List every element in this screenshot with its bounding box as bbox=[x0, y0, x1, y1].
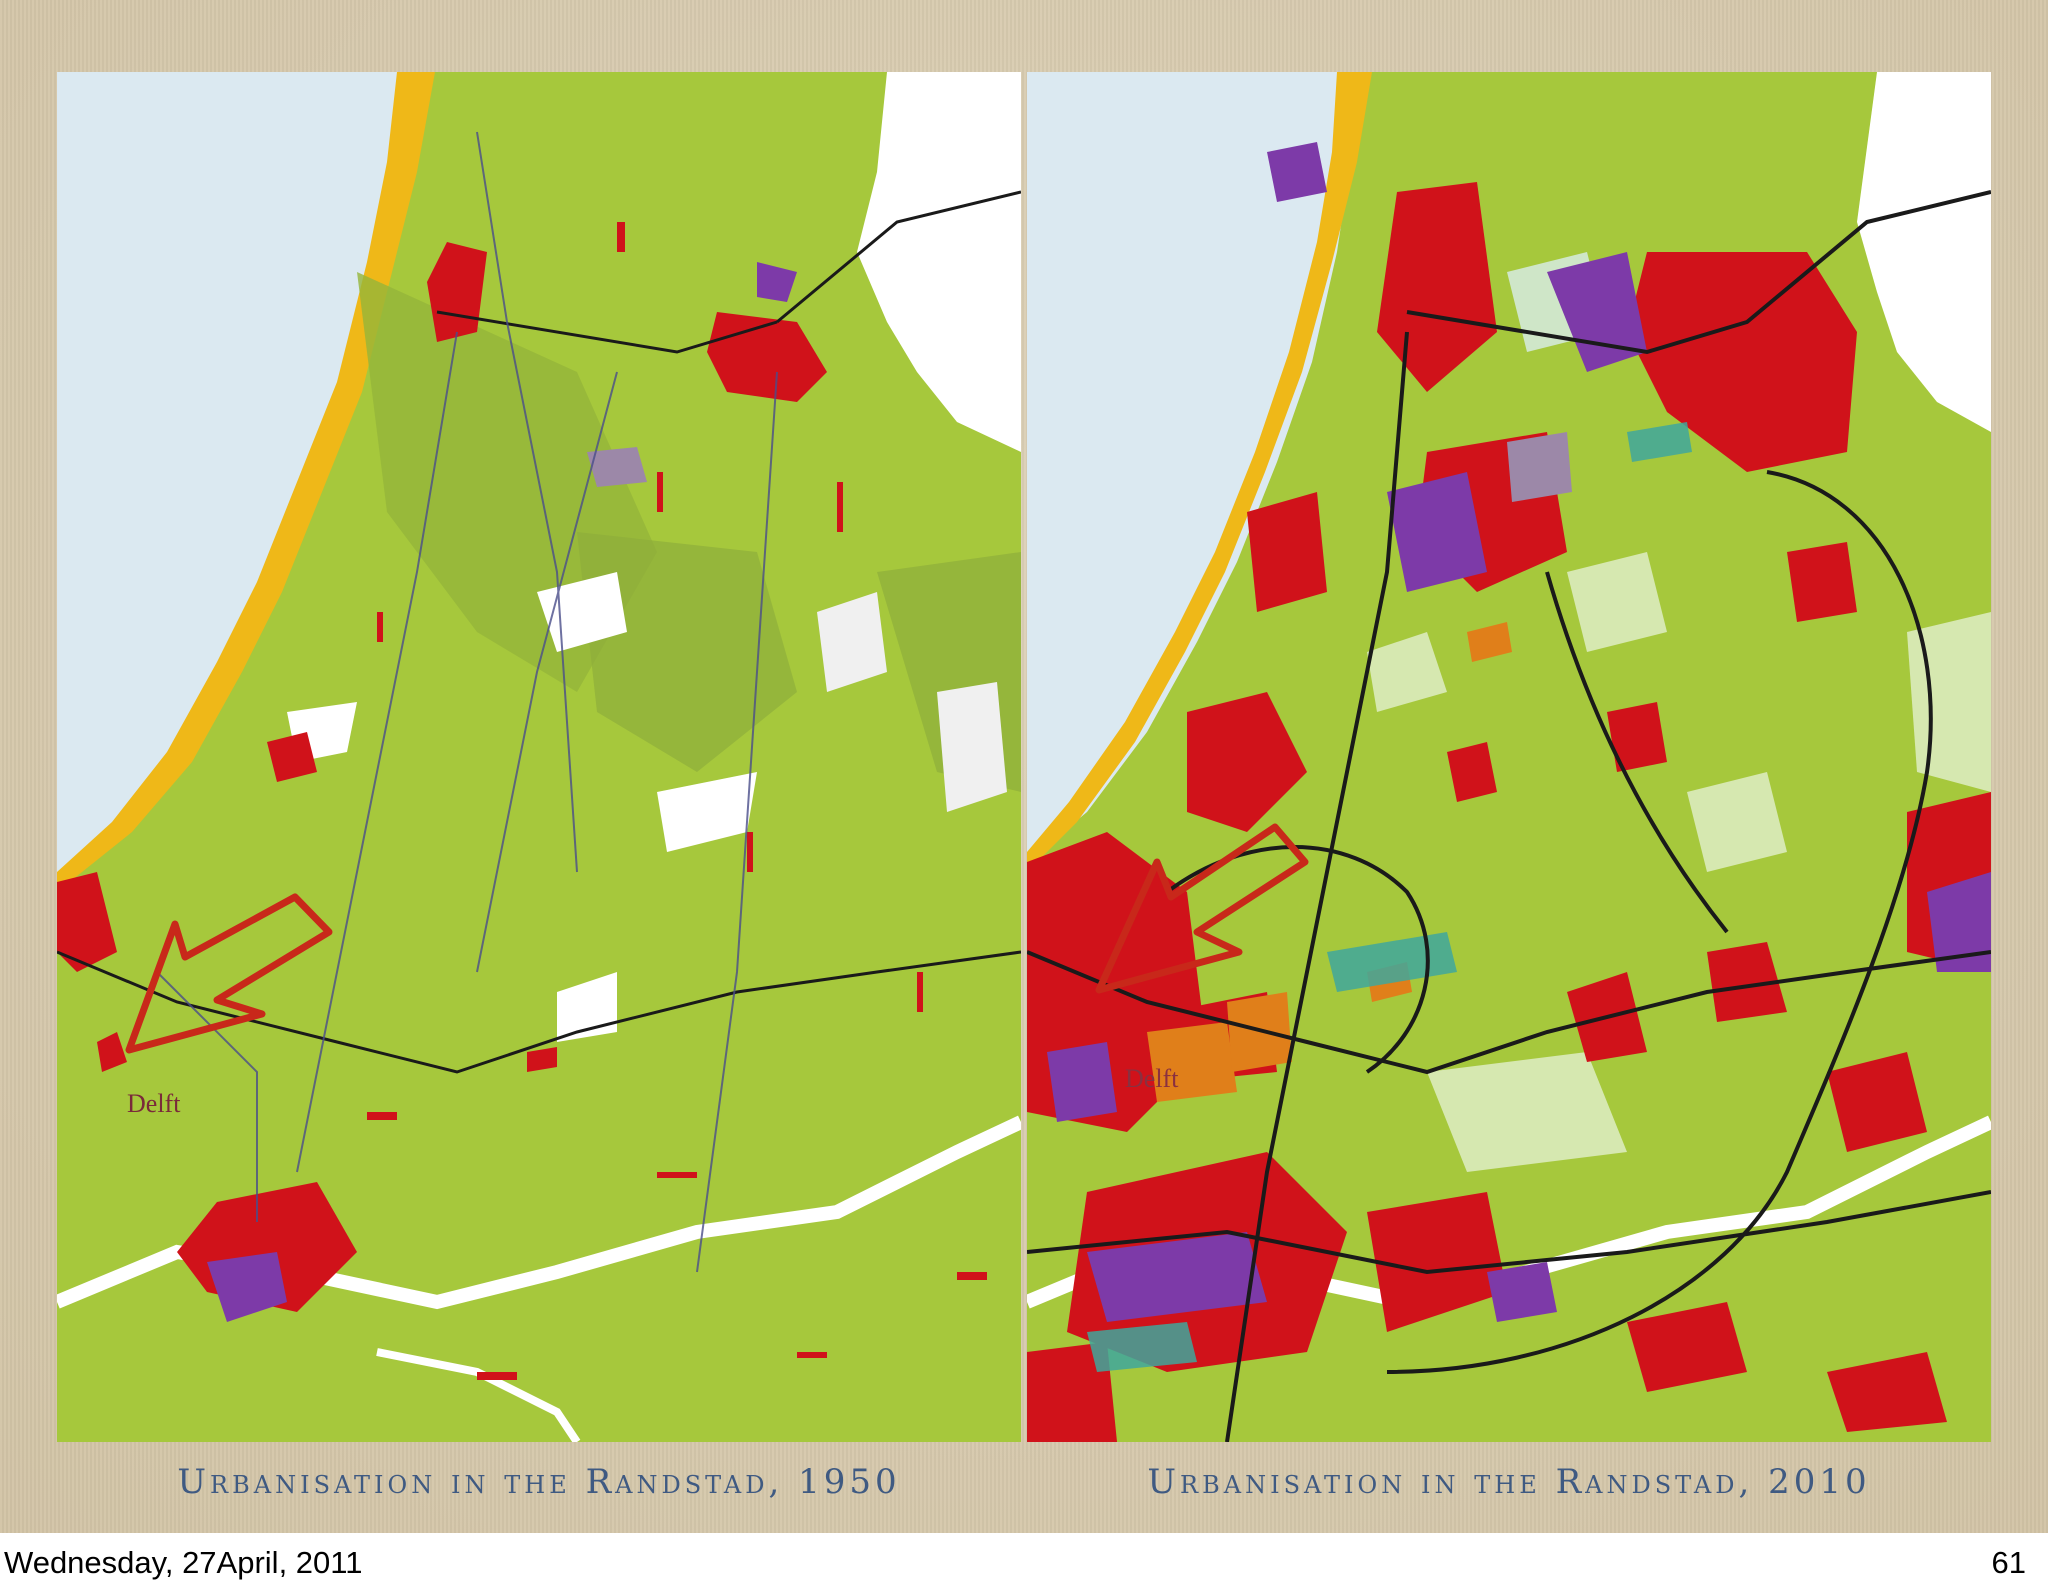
dunes-strip bbox=[57, 72, 435, 892]
urban-delft bbox=[97, 1032, 127, 1072]
industry-rotterdam bbox=[207, 1252, 287, 1322]
road-network bbox=[57, 190, 1021, 1074]
land-area bbox=[57, 72, 1021, 1442]
road-network bbox=[1027, 190, 1991, 1442]
map-2010-canvas: Delft bbox=[1027, 72, 1991, 1442]
lake-area bbox=[857, 72, 1021, 452]
place-label-delft: Delft bbox=[127, 1089, 181, 1118]
teal-areas bbox=[1087, 422, 1692, 1372]
recreation-5 bbox=[1907, 612, 1991, 792]
recreation-4 bbox=[1427, 1052, 1627, 1172]
airport-area bbox=[587, 447, 647, 487]
slide-background: Delft bbox=[0, 0, 2048, 1533]
map-1950: Delft bbox=[57, 72, 1021, 1442]
page-number: 61 bbox=[1991, 1545, 2026, 1580]
footer-date: Wednesday, 27April, 2011 bbox=[4, 1545, 363, 1580]
map-1950-canvas: Delft bbox=[57, 72, 1021, 1442]
lake-4 bbox=[657, 772, 757, 852]
scattered-settlements bbox=[367, 222, 987, 1380]
caption-2010: Urbanisation in the Randstad, 2010 bbox=[1147, 1462, 1871, 1502]
urban-the-hague bbox=[57, 872, 117, 972]
dunes-strip bbox=[1027, 72, 1372, 872]
recreation-3 bbox=[1687, 772, 1787, 872]
industry-areas bbox=[1047, 142, 1991, 1322]
secondary-roads bbox=[156, 131, 778, 1273]
hand-drawn-arrow-icon bbox=[1095, 823, 1309, 994]
lake-area bbox=[1857, 72, 1991, 432]
urban-gouda bbox=[527, 1047, 557, 1072]
river-2 bbox=[376, 1348, 581, 1442]
lake-3 bbox=[937, 682, 1007, 812]
map-2010: Delft bbox=[1027, 72, 1991, 1442]
urban-leiden bbox=[267, 732, 317, 782]
greenhouse-areas bbox=[1147, 622, 1512, 1102]
airport-area bbox=[1507, 432, 1572, 502]
industry-amsterdam bbox=[757, 262, 797, 302]
recreation-1 bbox=[1367, 632, 1447, 712]
lake-2 bbox=[817, 592, 887, 692]
lake-1 bbox=[537, 572, 627, 652]
forest-area-2 bbox=[577, 532, 797, 772]
hand-drawn-arrow-icon bbox=[125, 893, 333, 1054]
recreation-2 bbox=[1567, 552, 1667, 652]
place-label-delft: Delft bbox=[1125, 1064, 1179, 1093]
caption-1950: Urbanisation in the Randstad, 1950 bbox=[177, 1462, 901, 1502]
